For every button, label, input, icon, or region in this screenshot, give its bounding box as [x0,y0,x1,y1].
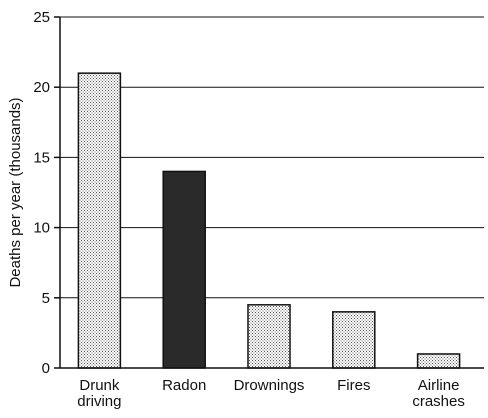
y-tick-label: 15 [33,149,50,166]
y-tick-label: 20 [33,79,50,96]
bar [416,353,461,369]
gridlines [60,16,484,299]
x-category-label: Airline crashes [412,377,465,410]
x-category-labels: Drunk driving Radon Drownings Fires Airline cr… [77,377,465,410]
y-tick-label: 10 [33,220,50,237]
bar [247,304,291,369]
y-tick-label: 25 [33,9,50,26]
axes [54,16,484,369]
bar [77,72,122,369]
y-tick-label: 0 [42,360,50,377]
bar [162,170,206,369]
x-category-label: Fires [337,377,370,394]
x-category-label: Drunk driving [77,377,121,410]
y-tick-labels: 0 5 10 15 20 25 [33,9,50,377]
bar [332,311,376,369]
x-category-label: Radon [162,377,206,394]
y-axis-title: Deaths per year (thousands) [7,97,24,287]
bars [77,72,461,369]
y-tick-label: 5 [42,290,50,307]
x-category-label: Drownings [234,377,305,394]
